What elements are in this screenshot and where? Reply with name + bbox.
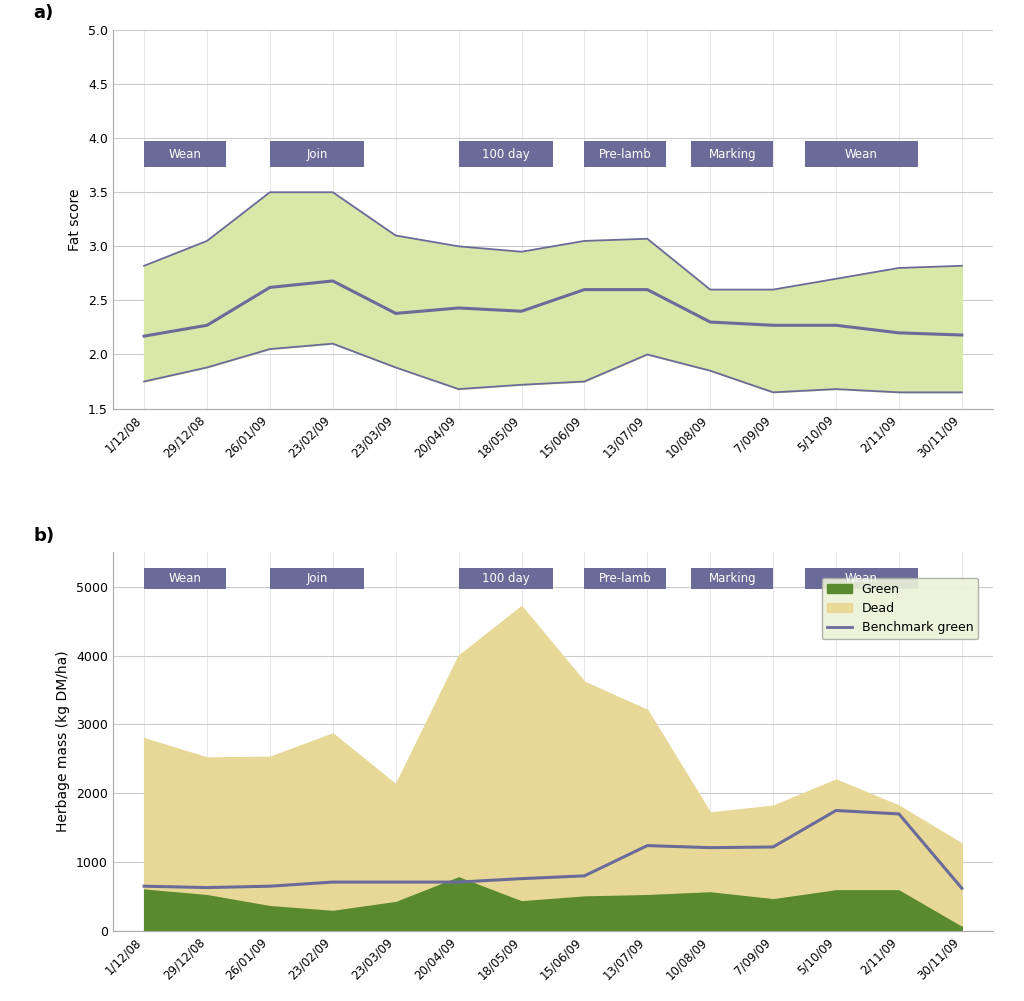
Text: Join: Join (306, 572, 328, 585)
Bar (585, 568, 667, 590)
Legend: Green, Dead, Benchmark green: Green, Dead, Benchmark green (821, 578, 978, 639)
Text: Wean: Wean (845, 148, 878, 161)
Bar (459, 141, 553, 167)
Bar (459, 568, 553, 590)
Bar (691, 568, 773, 590)
Text: Wean: Wean (169, 148, 202, 161)
Text: a): a) (34, 4, 53, 22)
Text: Wean: Wean (169, 572, 202, 585)
Bar (144, 568, 226, 590)
Text: 100 day: 100 day (482, 148, 529, 161)
Bar (585, 141, 667, 167)
Bar (270, 568, 365, 590)
Y-axis label: Fat score: Fat score (69, 188, 82, 250)
Bar (270, 141, 365, 167)
Text: Marking: Marking (709, 572, 756, 585)
Bar (691, 141, 773, 167)
Text: Pre-lamb: Pre-lamb (599, 572, 651, 585)
Text: b): b) (34, 527, 54, 545)
Bar (805, 141, 918, 167)
Text: 100 day: 100 day (482, 572, 529, 585)
Y-axis label: Herbage mass (kg DM/ha): Herbage mass (kg DM/ha) (56, 651, 71, 833)
Bar (144, 141, 226, 167)
Text: Pre-lamb: Pre-lamb (599, 148, 651, 161)
Text: Marking: Marking (709, 148, 756, 161)
Bar (805, 568, 918, 590)
Text: Join: Join (306, 148, 328, 161)
Text: Wean: Wean (845, 572, 878, 585)
